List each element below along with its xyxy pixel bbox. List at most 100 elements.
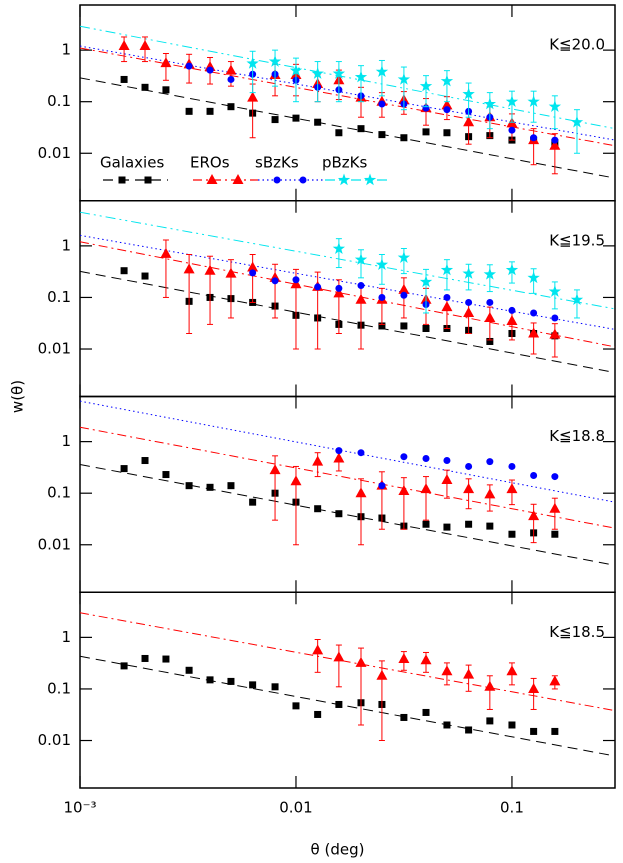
square-marker — [227, 482, 235, 490]
triangle-marker — [160, 57, 172, 68]
star-marker — [548, 285, 562, 297]
triangle-marker — [312, 644, 324, 655]
square-marker — [357, 125, 365, 133]
triangle-marker — [484, 488, 496, 499]
y-tick-label: 1 — [61, 236, 71, 254]
star-marker — [548, 100, 562, 112]
triangle-marker — [183, 263, 195, 274]
x-axis-label: θ (deg) — [311, 841, 365, 859]
square-marker — [378, 322, 386, 330]
square-marker — [141, 654, 149, 662]
legend-marker — [118, 176, 126, 184]
legend-label: sBzKs — [255, 154, 299, 172]
panel-frame — [79, 591, 616, 789]
fit-line — [79, 270, 616, 374]
square-marker — [486, 522, 494, 530]
triangle-marker — [225, 267, 237, 278]
triangle-marker — [160, 247, 172, 258]
circle-marker — [551, 473, 559, 481]
square-marker — [486, 717, 494, 725]
panel-label: K≦18.8 — [549, 427, 605, 445]
square-marker — [422, 128, 430, 136]
star-marker — [570, 115, 584, 128]
square-marker — [292, 702, 300, 710]
circle-marker — [378, 100, 386, 108]
square-marker — [465, 520, 473, 528]
star-marker — [505, 95, 519, 107]
triangle-marker — [441, 665, 453, 676]
triangle-marker — [247, 91, 259, 102]
square-marker — [162, 655, 170, 663]
square-marker — [314, 710, 322, 718]
triangle-marker — [528, 682, 540, 693]
star-marker — [483, 267, 497, 280]
triangle-marker — [312, 455, 324, 466]
panel-label: K≦18.5 — [549, 623, 605, 641]
star-marker — [419, 79, 433, 92]
fit-line — [79, 655, 616, 757]
circle-marker — [206, 66, 214, 74]
circle-marker — [400, 453, 408, 461]
square-marker — [249, 498, 257, 506]
triangle-marker — [225, 64, 237, 75]
circle-marker — [227, 75, 235, 83]
triangle-marker — [355, 656, 367, 667]
legend-label: Galaxies — [100, 154, 164, 172]
legend-marker — [144, 176, 152, 184]
square-marker — [271, 116, 279, 124]
square-marker — [508, 721, 516, 729]
star-marker — [440, 74, 454, 87]
panel-label: K≦20.0 — [549, 36, 605, 54]
fit-line — [79, 464, 616, 566]
triangle-marker — [355, 487, 367, 498]
star-marker — [311, 67, 324, 79]
circle-marker — [357, 282, 365, 290]
triangle-marker — [118, 40, 130, 51]
circle-marker — [530, 134, 538, 142]
square-marker — [465, 726, 473, 734]
panel-frame — [79, 200, 616, 398]
star-marker — [246, 57, 259, 69]
square-marker — [400, 713, 408, 721]
triangle-marker — [549, 675, 561, 686]
square-marker — [162, 86, 170, 94]
triangle-marker — [484, 311, 496, 322]
fit-line — [79, 234, 616, 330]
square-marker — [551, 727, 559, 735]
y-tick-label: 0.1 — [47, 679, 71, 697]
triangle-marker — [528, 510, 540, 521]
triangle-marker — [441, 99, 453, 110]
circle-marker — [486, 298, 494, 306]
circle-marker — [443, 457, 451, 465]
legend-marker — [232, 174, 244, 184]
square-marker — [314, 118, 322, 126]
panel-label: K≦19.5 — [549, 231, 605, 249]
fit-line — [79, 77, 616, 179]
star-marker — [397, 72, 411, 85]
square-marker — [185, 107, 193, 115]
circle-marker — [508, 462, 516, 470]
y-tick-label: 1 — [61, 432, 71, 450]
triangle-marker — [247, 261, 259, 272]
triangle-marker — [333, 651, 345, 662]
panel-frame — [79, 395, 616, 593]
legend-marker — [206, 174, 218, 184]
square-marker — [400, 134, 408, 142]
square-marker — [206, 676, 214, 684]
square-marker — [206, 107, 214, 115]
star-marker — [462, 267, 475, 279]
triangle-marker — [355, 293, 367, 304]
circle-marker — [378, 293, 386, 301]
star-marker — [332, 242, 346, 254]
star-marker — [375, 258, 389, 271]
triangle-marker — [549, 328, 561, 339]
star-marker — [462, 87, 475, 100]
square-marker — [120, 75, 128, 83]
circle-marker — [530, 472, 538, 480]
square-marker — [185, 666, 193, 674]
circle-marker — [465, 462, 473, 470]
triangle-marker — [204, 264, 216, 275]
star-marker — [268, 55, 282, 67]
triangle-marker — [420, 483, 432, 494]
triangle-marker — [441, 301, 453, 312]
